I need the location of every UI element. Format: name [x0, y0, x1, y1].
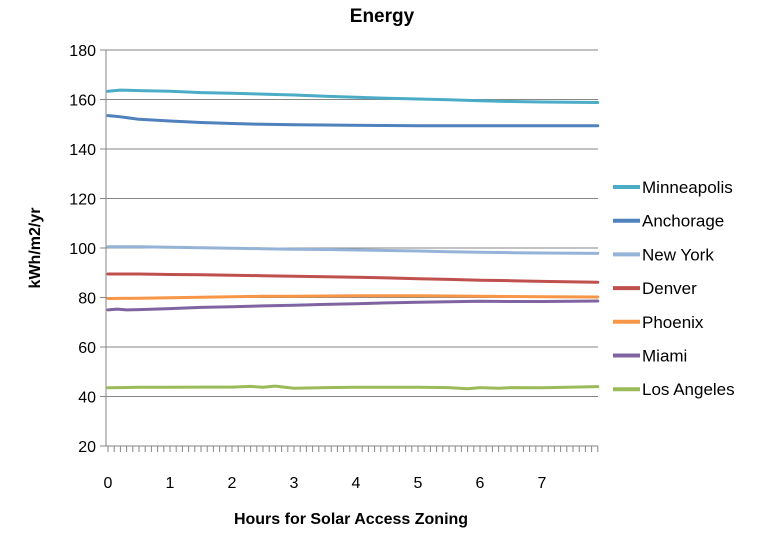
x-tick-label: 1 — [166, 475, 175, 492]
x-axis-label: Hours for Solar Access Zoning — [234, 511, 468, 528]
y-tick-labels: 20 40 60 80 100 120 140 160 180 — [69, 43, 96, 456]
x-tick-label: 0 — [104, 475, 113, 492]
series-line-phoenix — [106, 294, 600, 300]
y-tick-label: 60 — [78, 340, 96, 357]
series-lines — [106, 88, 600, 391]
legend-label-los-angeles: Los Angeles — [642, 380, 735, 399]
y-tick-label: 120 — [69, 192, 96, 209]
series-line-denver — [106, 272, 600, 284]
x-tick-labels: 0 1 2 3 4 5 6 7 — [104, 475, 547, 492]
series-line-minneapolis — [106, 88, 600, 104]
y-tick-label: 40 — [78, 390, 96, 407]
series-line-new-york — [106, 245, 600, 255]
y-tick-label: 20 — [78, 439, 96, 456]
legend-label-new-york: New York — [642, 245, 714, 264]
legend: Minneapolis Anchorage New York Denver Phoeni… — [613, 178, 735, 399]
y-tick-label: 160 — [69, 93, 96, 110]
y-tick-label: 180 — [69, 43, 96, 60]
x-tick-label: 3 — [290, 475, 299, 492]
y-tick-label: 80 — [78, 291, 96, 308]
x-tick-label: 6 — [476, 475, 485, 492]
legend-label-miami: Miami — [642, 347, 687, 366]
y-axis-label: kWh/m2/yr — [27, 208, 44, 289]
series-line-los-angeles — [106, 384, 600, 391]
x-tick-label: 5 — [414, 475, 423, 492]
legend-label-minneapolis: Minneapolis — [642, 178, 733, 197]
series-line-miami — [106, 299, 600, 312]
y-tick-label: 100 — [69, 241, 96, 258]
y-tick-label: 140 — [69, 142, 96, 159]
series-line-anchorage — [106, 114, 600, 128]
x-tick-label: 4 — [352, 475, 361, 492]
x-tick-label: 7 — [538, 475, 547, 492]
legend-label-denver: Denver — [642, 279, 697, 298]
legend-label-phoenix: Phoenix — [642, 313, 704, 332]
chart-title: Energy — [350, 6, 415, 27]
legend-label-anchorage: Anchorage — [642, 212, 724, 231]
axes — [100, 49, 599, 452]
x-tick-label: 2 — [228, 475, 237, 492]
